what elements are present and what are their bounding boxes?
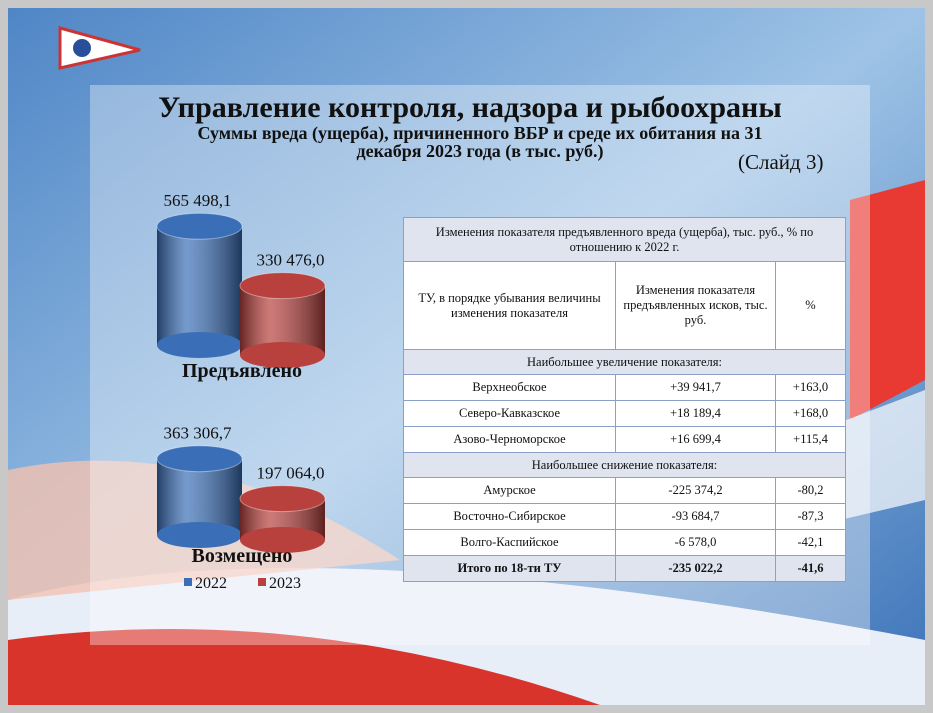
table-cell: +168,0 — [775, 400, 846, 427]
table-cell: Итого по 18-ти ТУ — [403, 555, 616, 582]
table-cell: % — [775, 261, 846, 350]
table-cell: -87,3 — [775, 503, 846, 530]
table-cell: +16 699,4 — [615, 426, 776, 453]
table-cell: Изменения показателя предъявленного вред… — [403, 217, 846, 262]
value-label: 197 064,0 — [257, 464, 325, 483]
bar-top — [239, 272, 326, 300]
bar-top — [156, 445, 243, 473]
table-row: Северо-Кавказское +18 189,4 +168,0 — [403, 400, 846, 427]
table-cell: -93 684,7 — [615, 503, 776, 530]
bar-top — [239, 485, 326, 513]
table-cell: -235 022,2 — [615, 555, 776, 582]
table-row: Амурское -225 374,2 -80,2 — [403, 477, 846, 504]
subtitle: Суммы вреда (ущерба), причиненного ВБР и… — [197, 123, 763, 161]
table-cell: Наибольшее увеличение показателя: — [403, 349, 846, 375]
slide-number: (Слайд 3) — [738, 150, 824, 174]
table: Изменения показателя предъявленного вред… — [403, 217, 846, 582]
table-row: Восточно-Сибирское -93 684,7 -87,3 — [403, 503, 846, 530]
value-label: 330 476,0 — [257, 251, 325, 270]
bar-bottom — [157, 522, 242, 548]
table-cell: +39 941,7 — [615, 374, 776, 401]
table-cell: ТУ, в порядке убывания величины изменени… — [403, 261, 616, 350]
table-cell: Наибольшее снижение показателя: — [403, 452, 846, 478]
chart: 565 498,1 330 476,0 Предъявлено 363 306,7 19… — [156, 191, 326, 592]
table-cell: Амурское — [403, 477, 616, 504]
legend-label: 2022 — [195, 575, 227, 592]
table-row: Азово-Черноморское +16 699,4 +115,4 — [403, 426, 846, 453]
table-cell: Изменения показателя предъявленных исков… — [615, 261, 776, 350]
table-cell: Волго-Каспийское — [403, 529, 616, 556]
legend-swatch — [258, 578, 266, 586]
bar-bottom — [157, 332, 242, 358]
table-row: Изменения показателя предъявленного вред… — [403, 217, 846, 262]
table-cell: -225 374,2 — [615, 477, 776, 504]
bar-top — [156, 212, 243, 240]
legend-swatch — [184, 578, 192, 586]
table-cell: +115,4 — [775, 426, 846, 453]
bar-bottom — [240, 527, 325, 553]
table-cell: -41,6 — [775, 555, 846, 582]
value-label: 363 306,7 — [164, 424, 233, 443]
legend-label: 2023 — [269, 575, 301, 592]
table-cell: -6 578,0 — [615, 529, 776, 556]
table-cell: +163,0 — [775, 374, 846, 401]
table-cell: Верхнеобское — [403, 374, 616, 401]
table-row: ТУ, в порядке убывания величины изменени… — [403, 261, 846, 350]
table-cell: Азово-Черноморское — [403, 426, 616, 453]
table-row: Итого по 18-ти ТУ -235 022,2 -41,6 — [403, 555, 846, 582]
table-row: Наибольшее снижение показателя: — [403, 452, 846, 478]
table-cell: Северо-Кавказское — [403, 400, 616, 427]
category-label: Возмещено — [192, 545, 293, 567]
bar-bottom — [240, 342, 325, 368]
value-label: 565 498,1 — [164, 191, 232, 210]
title: Управление контроля, надзора и рыбоохран… — [158, 91, 782, 124]
category-label: Предъявлено — [182, 360, 302, 382]
table-row: Волго-Каспийское -6 578,0 -42,1 — [403, 529, 846, 556]
table-row: Наибольшее увеличение показателя: — [403, 349, 846, 375]
table-cell: -42,1 — [775, 529, 846, 556]
bar-shade — [157, 226, 242, 345]
table-cell: Восточно-Сибирское — [403, 503, 616, 530]
table-row: Верхнеобское +39 941,7 +163,0 — [403, 374, 846, 401]
table-cell: +18 189,4 — [615, 400, 776, 427]
table-cell: -80,2 — [775, 477, 846, 504]
